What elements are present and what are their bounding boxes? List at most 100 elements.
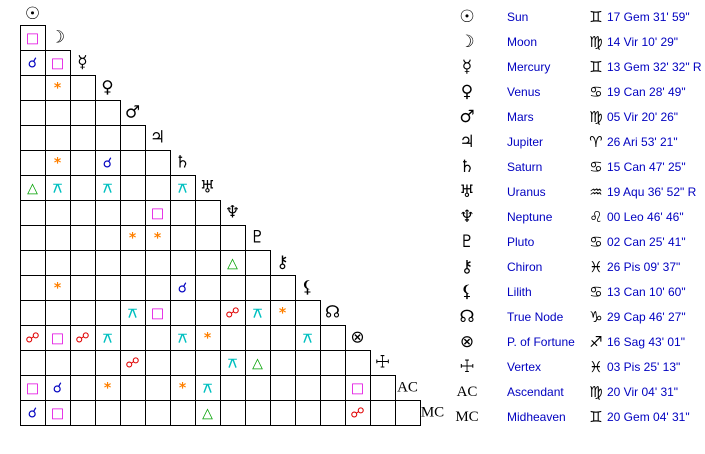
- grid-cell: [45, 125, 71, 151]
- sign-symbol: ♊: [589, 8, 602, 26]
- grid-cell: [120, 250, 146, 276]
- planet-position: 20 Vir 04' 31": [607, 385, 678, 399]
- grid-cell: [120, 200, 146, 226]
- aspect-glyph: ☌: [28, 56, 37, 72]
- grid-cell: [95, 200, 121, 226]
- planet-position: 14 Vir 10' 29": [607, 35, 678, 49]
- sign-symbol: ♊: [589, 58, 602, 76]
- grid-cell: [120, 375, 146, 401]
- sign-symbol: ♍: [589, 108, 602, 126]
- grid-cell: [20, 300, 46, 326]
- grid-cell: [220, 300, 246, 326]
- grid-cell: [145, 250, 171, 276]
- aspect-glyph: ☍: [25, 331, 39, 347]
- aspect-glyph: ☌: [178, 281, 187, 297]
- grid-cell: [20, 275, 46, 301]
- grid-cell: [20, 75, 46, 101]
- planet-name: Saturn: [507, 160, 542, 174]
- grid-cell: [220, 250, 246, 276]
- planet-position: 26 Ari 53' 21": [607, 135, 678, 149]
- grid-cell: [245, 300, 271, 326]
- grid-cell: [70, 375, 96, 401]
- grid-cell: [170, 175, 196, 201]
- grid-cell: [70, 100, 96, 126]
- aspect-glyph: *: [279, 306, 287, 322]
- sign-symbol: ♈: [589, 133, 602, 151]
- grid-cell: [220, 325, 246, 351]
- grid-cell: [20, 350, 46, 376]
- planet-symbol: ♄: [459, 157, 474, 177]
- grid-cell: [245, 350, 271, 376]
- planet-position: 15 Can 47' 25": [607, 160, 686, 174]
- grid-cell: [170, 200, 196, 226]
- aspect-glyph: ☌: [53, 381, 62, 397]
- grid-cell: [20, 125, 46, 151]
- diagonal-planet-symbol: ♇: [250, 228, 265, 248]
- diagonal-planet-symbol: ☽: [50, 28, 65, 48]
- aspect-glyph: ☍: [125, 356, 139, 372]
- planet-symbol: ♇: [459, 232, 474, 252]
- planet-name: Chiron: [507, 260, 542, 274]
- grid-cell: [20, 400, 46, 426]
- grid-cell: [120, 125, 146, 151]
- aspect-glyph: □: [151, 206, 164, 222]
- grid-cell: [245, 375, 271, 401]
- grid-cell: [320, 375, 346, 401]
- grid-cell: [195, 400, 221, 426]
- diagonal-planet-symbol: ⊗: [350, 328, 364, 348]
- grid-cell: [95, 250, 121, 276]
- diagonal-planet-symbol: ♂: [125, 103, 140, 123]
- aspect-glyph: ⚻: [103, 181, 112, 197]
- aspect-glyph: *: [179, 381, 187, 397]
- planet-symbol: AC: [457, 384, 478, 400]
- grid-cell: [270, 275, 296, 301]
- planet-name: Jupiter: [507, 135, 543, 149]
- grid-cell: [370, 375, 396, 401]
- sign-symbol: ♓: [589, 258, 602, 276]
- grid-cell: [45, 250, 71, 276]
- grid-cell: [295, 350, 321, 376]
- aspect-glyph: □: [51, 331, 64, 347]
- diagonal-planet-symbol: MC: [421, 405, 444, 421]
- aspect-glyph: ⚻: [128, 306, 137, 322]
- grid-cell: [195, 200, 221, 226]
- planet-symbol: ♂: [459, 107, 474, 127]
- aspect-glyph: ⚻: [53, 181, 62, 197]
- grid-cell: [70, 250, 96, 276]
- aspect-glyph: △: [27, 181, 38, 197]
- grid-cell: [45, 325, 71, 351]
- grid-cell: [195, 300, 221, 326]
- sign-symbol: ♋: [589, 283, 602, 301]
- planet-symbol: ♅: [459, 182, 474, 202]
- grid-cell: [395, 400, 421, 426]
- grid-cell: [95, 350, 121, 376]
- planet-name: Pluto: [507, 235, 535, 249]
- aspect-glyph: ⚻: [303, 331, 312, 347]
- grid-cell: [120, 300, 146, 326]
- grid-cell: [145, 150, 171, 176]
- aspect-glyph: △: [202, 406, 213, 422]
- grid-cell: [295, 375, 321, 401]
- grid-cell: [245, 325, 271, 351]
- grid-cell: [120, 275, 146, 301]
- diagonal-planet-symbol: AC: [397, 380, 418, 396]
- planet-symbol: ⚷: [461, 257, 473, 277]
- grid-cell: [195, 350, 221, 376]
- sign-symbol: ♑: [589, 308, 602, 326]
- grid-cell: [120, 350, 146, 376]
- aspect-glyph: *: [129, 231, 137, 247]
- sign-symbol: ♍: [589, 383, 602, 401]
- grid-cell: [270, 325, 296, 351]
- aspect-glyph: *: [54, 281, 62, 297]
- grid-cell: [20, 250, 46, 276]
- grid-cell: [170, 275, 196, 301]
- sign-symbol: ♋: [589, 83, 602, 101]
- planet-symbol: MC: [455, 409, 478, 425]
- grid-cell: [70, 225, 96, 251]
- grid-cell: [170, 300, 196, 326]
- aspect-glyph: *: [154, 231, 162, 247]
- planet-position: 13 Gem 32' 32" R: [607, 60, 702, 74]
- grid-cell: [195, 250, 221, 276]
- planet-symbol: ☽: [459, 32, 474, 52]
